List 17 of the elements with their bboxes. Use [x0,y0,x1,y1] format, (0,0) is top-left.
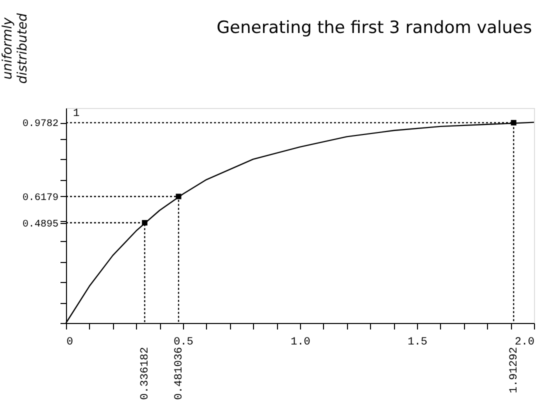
text: 0.336182 [140,347,152,400]
x-tick-label: 1.0 [290,336,310,348]
x-tick-label: 0.5 [174,336,194,348]
y-tick-label: 0.6179 [22,192,58,204]
y-axis-title: uniformly distributed [0,12,30,84]
x-tick-label: 0 [66,336,74,348]
x-tick-label: 1.5 [408,336,428,348]
point [510,120,516,126]
chart-title: Generating the first 3 random values [216,18,532,38]
y-tick-label: 0.9782 [22,119,58,130]
text: 0.481036 [174,347,186,400]
y-tick-label: 0.4895 [22,219,58,230]
x-tick-label: 2.0 [514,336,534,348]
annotation: 1 [73,108,80,120]
text: 1.91292 [508,347,521,394]
point [176,194,182,200]
point [142,220,148,226]
